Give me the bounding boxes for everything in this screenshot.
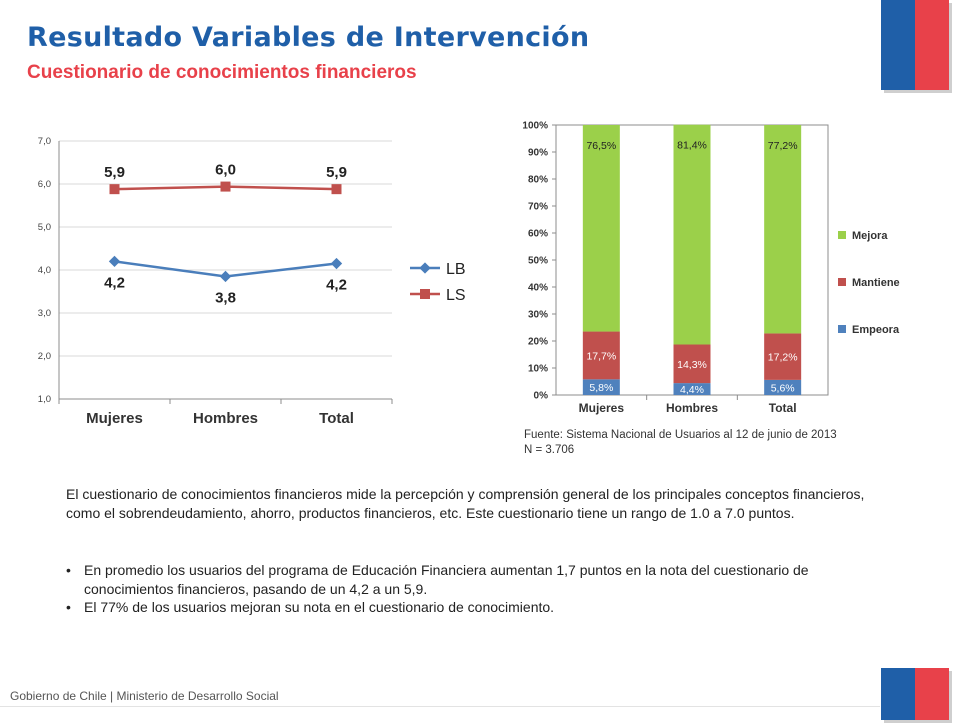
bar-segment-mantiene	[673, 344, 711, 384]
data-point	[220, 181, 231, 192]
legend-label: LB	[446, 261, 466, 278]
data-label: 5,9	[104, 164, 125, 181]
y-tick-label: 6,0	[38, 179, 51, 190]
y-tick-label: 2,0	[38, 351, 51, 362]
data-label: 3,8	[215, 289, 236, 306]
data-point	[331, 184, 342, 195]
legend-label: Mejora	[852, 230, 888, 242]
y-tick-label: 7,0	[38, 136, 51, 147]
y-tick-label: 5,0	[38, 222, 51, 233]
bar-segment-mantiene	[764, 333, 802, 380]
legend-label: Mantiene	[852, 277, 900, 289]
stacked-bar-chart: 0% 10% 20% 30% 40% 50% 60% 70% 80% 90% 100% 5,8% 17,…	[522, 121, 900, 416]
data-label: 5,9	[326, 164, 347, 181]
y-tick-label: 70%	[528, 202, 548, 213]
bar-segment-mantiene	[582, 331, 620, 380]
data-label: 4,2	[104, 274, 125, 291]
legend-label: LS	[446, 287, 466, 304]
data-label: 6,0	[215, 162, 236, 179]
x-tick-label: Mujeres	[579, 401, 625, 415]
y-tick-label: 10%	[528, 364, 548, 375]
bar-segment-mejora	[764, 125, 802, 334]
data-label: 5,6%	[771, 382, 795, 394]
data-label: 17,7%	[586, 350, 616, 362]
bar-segment-empeora	[764, 379, 802, 395]
legend-swatch	[838, 231, 846, 239]
bullet-item: En promedio los usuarios del programa de…	[66, 561, 901, 598]
source-line-1: Fuente: Sistema Nacional de Usuarios al …	[524, 429, 837, 441]
chile-flag-top	[881, 0, 952, 93]
description-paragraph: El cuestionario de conocimientos financi…	[66, 486, 865, 521]
findings-list: En promedio los usuarios del programa de…	[66, 561, 901, 617]
x-tick-label: Total	[319, 410, 354, 427]
data-label: 14,3%	[677, 359, 707, 371]
legend-swatch	[838, 278, 846, 286]
data-label: 17,2%	[768, 352, 798, 364]
line-chart: 1,0 2,0 3,0 4,0 5,0 6,0 7,0 Mujeres Hombres Total…	[38, 136, 466, 427]
data-point	[330, 257, 343, 270]
data-point	[109, 184, 120, 195]
y-tick-label: 0%	[534, 391, 549, 402]
data-label: 81,4%	[677, 140, 707, 152]
page-subtitle: Cuestionario de conocimientos financiero…	[27, 62, 417, 83]
bar-segment-empeora	[582, 379, 620, 395]
data-label: 77,2%	[768, 140, 798, 152]
data-point	[219, 270, 232, 283]
y-tick-label: 60%	[528, 229, 548, 240]
data-label: 5,8%	[589, 382, 613, 394]
y-tick-label: 4,0	[38, 265, 51, 276]
y-tick-label: 1,0	[38, 394, 51, 405]
footer-divider	[0, 706, 880, 707]
page-title: Resultado Variables de Intervención	[27, 22, 590, 53]
y-tick-label: 100%	[522, 121, 548, 132]
legend-marker	[419, 262, 431, 274]
chile-flag-bottom	[881, 668, 952, 723]
y-tick-label: 80%	[528, 175, 548, 186]
bullet-item: El 77% de los usuarios mejoran su nota e…	[66, 598, 901, 617]
legend-swatch	[838, 325, 846, 333]
y-tick-label: 50%	[528, 256, 548, 267]
source-note: Fuente: Sistema Nacional de Usuarios al …	[524, 428, 837, 458]
legend-label: Empeora	[852, 324, 900, 336]
y-tick-label: 90%	[528, 148, 548, 159]
data-label: 4,2	[326, 277, 347, 294]
footer-text: Gobierno de Chile | Ministerio de Desarr…	[10, 689, 279, 703]
x-tick-label: Hombres	[193, 410, 258, 427]
y-tick-label: 20%	[528, 337, 548, 348]
bar-segment-mejora	[582, 125, 620, 332]
x-tick-label: Total	[769, 401, 797, 415]
data-label: 4,4%	[680, 384, 704, 396]
source-line-2: N = 3.706	[524, 444, 575, 456]
x-tick-label: Mujeres	[86, 410, 143, 427]
y-tick-label: 30%	[528, 310, 548, 321]
y-tick-label: 40%	[528, 283, 548, 294]
bar-segment-mejora	[673, 124, 711, 345]
bar-segment-empeora	[673, 383, 711, 395]
x-tick-label: Hombres	[666, 401, 718, 415]
y-tick-label: 3,0	[38, 308, 51, 319]
data-point	[108, 255, 121, 268]
legend-marker	[420, 289, 430, 299]
data-label: 76,5%	[586, 140, 616, 152]
